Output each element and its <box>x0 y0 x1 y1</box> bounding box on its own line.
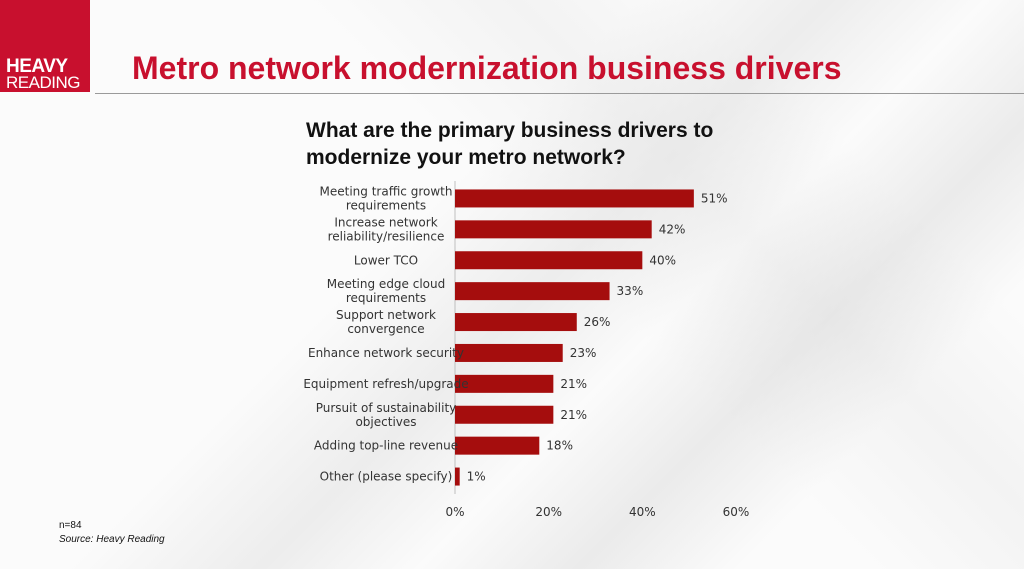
category-label: Other (please specify) <box>320 470 453 484</box>
bar <box>455 374 554 393</box>
category-label: Enhance network security <box>308 346 464 360</box>
chart-title: What are the primary business drivers to… <box>306 119 714 170</box>
value-label: 18% <box>546 439 573 453</box>
x-tick-label: 0% <box>445 505 464 519</box>
category-label: Adding top-line revenue <box>314 439 458 453</box>
category-label: Meeting traffic growth requirements <box>320 184 453 212</box>
logo-line-1: HEAVY <box>6 56 68 77</box>
category-label: Lower TCO <box>354 253 418 267</box>
value-label: 1% <box>467 470 486 484</box>
x-tick-label: 20% <box>535 505 562 519</box>
category-label: Equipment refresh/upgrade <box>303 377 468 391</box>
bar <box>455 282 610 301</box>
bars-layer: 51% Meeting traffic growth requirements 42%… <box>303 181 749 519</box>
bar <box>455 220 652 239</box>
bar <box>455 467 460 486</box>
x-tick-label: 40% <box>629 505 656 519</box>
value-label: 33% <box>617 284 644 298</box>
heavy-reading-logo: HEAVY READING <box>0 0 90 92</box>
value-label: 42% <box>659 222 686 236</box>
category-label: Increase network reliability/resilience <box>328 215 445 243</box>
value-label: 21% <box>560 377 587 391</box>
source-note: Source: Heavy Reading <box>59 534 165 545</box>
bar <box>455 189 694 208</box>
value-label: 51% <box>701 191 728 205</box>
title-divider <box>95 93 1024 94</box>
bar <box>455 343 563 362</box>
value-label: 26% <box>584 315 611 329</box>
category-label: Support network convergence <box>336 308 436 336</box>
bar <box>455 251 643 270</box>
value-label: 21% <box>560 408 587 422</box>
value-label: 23% <box>570 346 597 360</box>
page-title: Metro network modernization business dri… <box>132 50 842 86</box>
logo-line-2: READING <box>6 73 80 92</box>
category-label: Meeting edge cloud requirements <box>327 277 446 305</box>
bar <box>455 436 540 455</box>
sample-size-note: n=84 <box>59 520 82 531</box>
category-label: Pursuit of sustainability objectives <box>316 401 457 429</box>
x-tick-label: 60% <box>723 505 750 519</box>
bar <box>455 313 577 332</box>
value-label: 40% <box>649 253 676 267</box>
bar <box>455 405 554 424</box>
